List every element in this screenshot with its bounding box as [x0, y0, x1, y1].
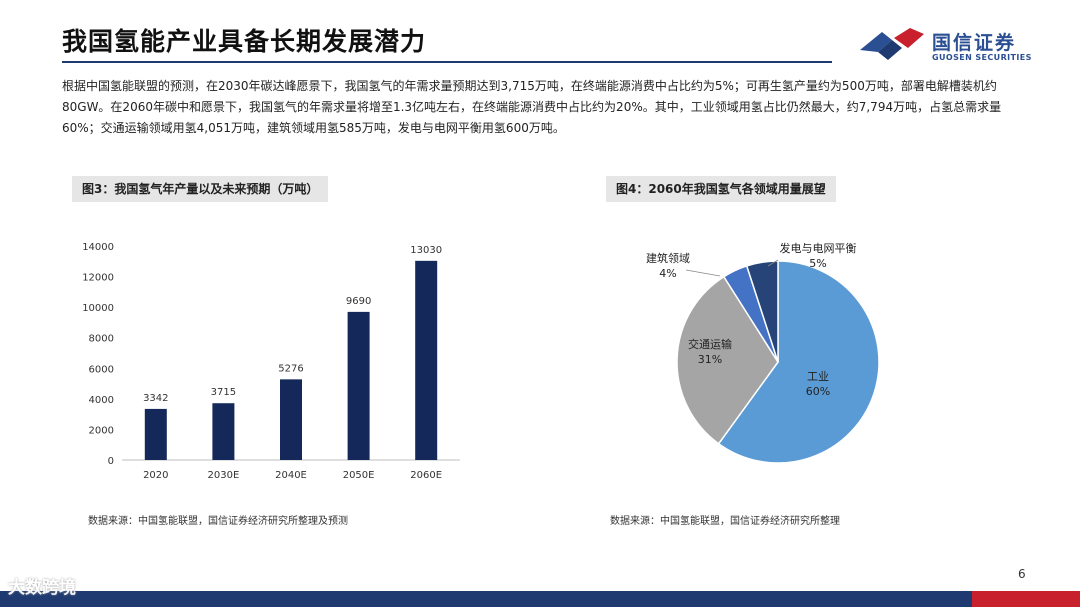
- y-tick-label: 4000: [89, 395, 114, 406]
- y-tick-label: 2000: [89, 425, 114, 436]
- figure4-source: 数据来源：中国氢能联盟，国信证券经济研究所整理: [610, 516, 840, 527]
- pie-label-transport: 交通运输: [688, 337, 732, 351]
- figure3-title: 图3：我国氢气年产量以及未来预期（万吨）: [72, 176, 329, 202]
- logo-english-name: GUOSEN SECURITIES: [932, 53, 1032, 62]
- x-tick-label: 2060E: [410, 470, 442, 481]
- figure4-title: 图4：2060年我国氢气各领域用量展望: [606, 176, 836, 202]
- bar-data-label: 9690: [346, 296, 371, 307]
- footer-bar: [0, 591, 1080, 607]
- figure3-source: 数据来源：中国氢能联盟，国信证券经济研究所整理及预测: [88, 516, 348, 527]
- x-tick-label: 2020: [143, 470, 168, 481]
- watermark: 大数跨境: [8, 578, 76, 598]
- pie-percent-power: 5%: [809, 257, 826, 270]
- company-logo: 国信证券 GUOSEN SECURITIES: [858, 26, 1038, 66]
- logo-chinese-name: 国信证券: [932, 32, 1017, 54]
- y-tick-label: 12000: [82, 273, 114, 284]
- x-tick-label: 2030E: [208, 470, 240, 481]
- pie-label-industry: 工业: [807, 370, 829, 383]
- pie-label-power: 发电与电网平衡: [780, 241, 857, 255]
- y-tick-label: 14000: [82, 242, 114, 253]
- hydrogen-usage-pie-chart: 工业 60% 交通运输 31% 建筑领域 4% 发电与电网平衡 5%: [646, 241, 880, 464]
- intro-paragraph: 根据中国氢能联盟的预测，在2030年碳达峰愿景下，我国氢气的年需求量预期达到3,…: [62, 79, 1002, 135]
- pie-percent-industry: 60%: [806, 385, 830, 398]
- bar-2030E: [212, 403, 235, 460]
- pie-label-building: 建筑领域: [646, 251, 690, 265]
- x-tick-label: 2050E: [343, 470, 375, 481]
- x-tick-label: 2040E: [275, 470, 307, 481]
- pie-slice-industry: [717, 260, 880, 464]
- leader-line: [767, 259, 779, 267]
- bar-2020: [144, 408, 167, 460]
- pie-slice-transport: [676, 275, 779, 445]
- y-tick-label: 6000: [89, 364, 114, 375]
- y-tick-label: 10000: [82, 303, 114, 314]
- y-tick-label: 8000: [89, 334, 114, 345]
- bar-2040E: [280, 379, 302, 460]
- bar-data-label: 3715: [211, 387, 236, 398]
- bar-2050E: [347, 311, 370, 460]
- page-title: 我国氢能产业具备长期发展潜力: [62, 27, 427, 56]
- guosen-logo-icon: [860, 28, 924, 60]
- bar-data-label: 13030: [410, 245, 442, 256]
- hydrogen-production-bar-chart: 0 2000 4000 6000 8000 10000 12000 14000 3342 2020…: [82, 242, 460, 481]
- pie-percent-building: 4%: [659, 267, 676, 280]
- pie-slice-power: [745, 260, 779, 363]
- bar-2060E: [415, 260, 438, 460]
- title-divider: [62, 61, 832, 63]
- bar-data-label: 3342: [143, 393, 168, 404]
- page-number: 6: [1018, 567, 1026, 581]
- bar-data-label: 5276: [278, 363, 303, 374]
- y-tick-label: 0: [108, 456, 114, 467]
- leader-line: [685, 269, 721, 277]
- pie-percent-transport: 31%: [698, 353, 722, 366]
